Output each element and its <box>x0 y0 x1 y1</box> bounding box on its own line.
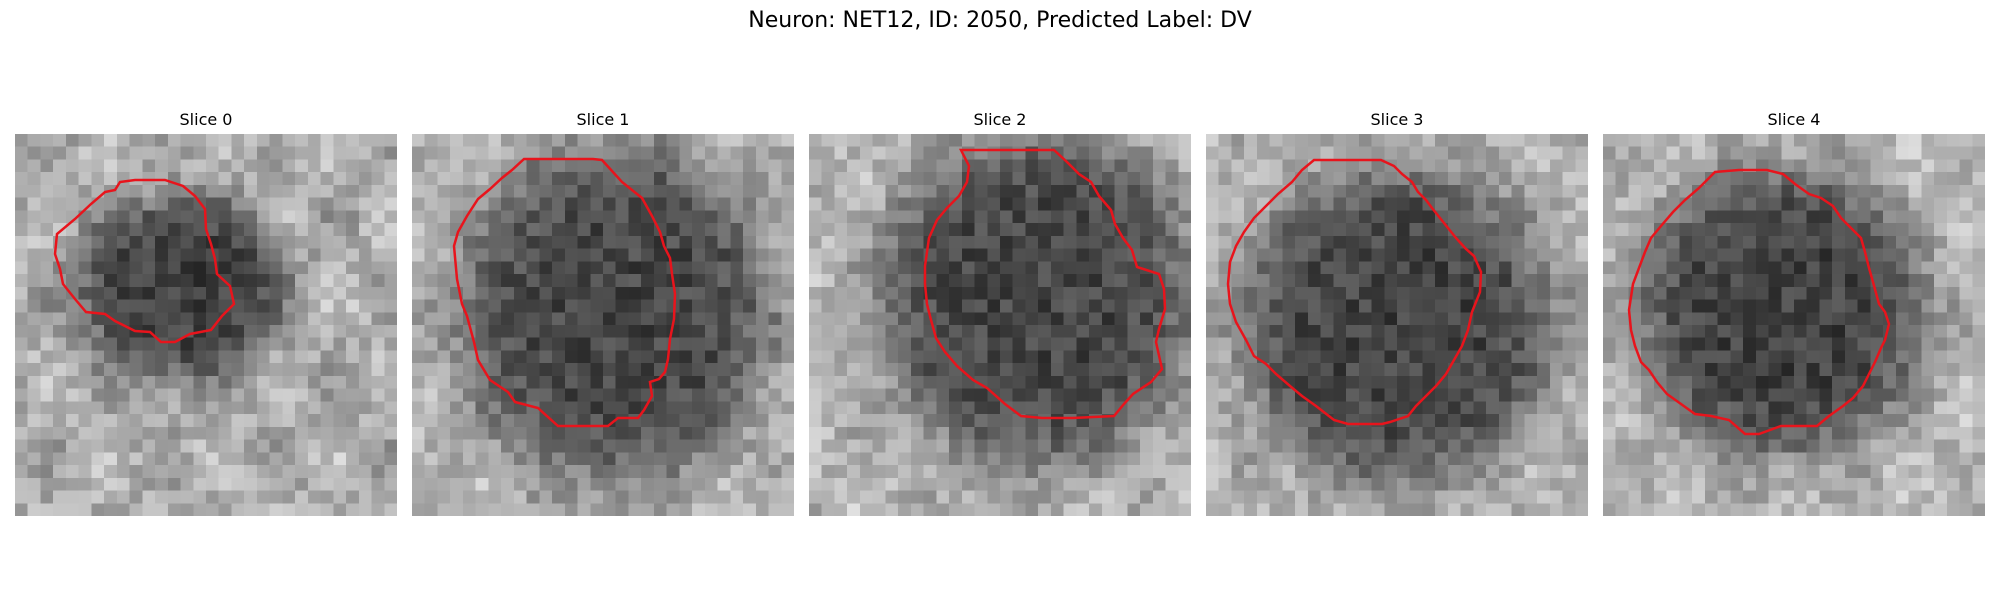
cell-contour-outline <box>1226 158 1483 426</box>
slice-title: Slice 2 <box>973 110 1027 129</box>
slice-contour <box>53 178 236 344</box>
slice-title: Slice 0 <box>179 110 233 129</box>
slice-image <box>15 134 397 516</box>
slice-contour <box>452 157 677 428</box>
cell-contour-outline <box>452 157 677 428</box>
slice-image <box>412 134 794 516</box>
slice-title: Slice 3 <box>1370 110 1424 129</box>
slice-panel-0: Slice 0 <box>15 108 397 516</box>
slice-title: Slice 1 <box>576 110 630 129</box>
slice-image <box>809 134 1191 516</box>
slice-contour <box>1627 168 1891 436</box>
slice-image <box>1206 134 1588 516</box>
slice-contour <box>923 148 1167 420</box>
slice-panel-3: Slice 3 <box>1206 108 1588 516</box>
cell-contour-outline <box>1627 168 1891 436</box>
slice-image <box>1603 134 1985 516</box>
figure-title: Neuron: NET12, ID: 2050, Predicted Label… <box>748 8 1252 33</box>
slice-panel-4: Slice 4 <box>1603 108 1985 516</box>
slice-panel-2: Slice 2 <box>809 108 1191 516</box>
slice-panel-1: Slice 1 <box>412 108 794 516</box>
cell-contour-outline <box>53 178 236 344</box>
cell-contour-outline <box>923 148 1167 420</box>
slice-contour <box>1226 158 1483 426</box>
slice-title: Slice 4 <box>1767 110 1821 129</box>
